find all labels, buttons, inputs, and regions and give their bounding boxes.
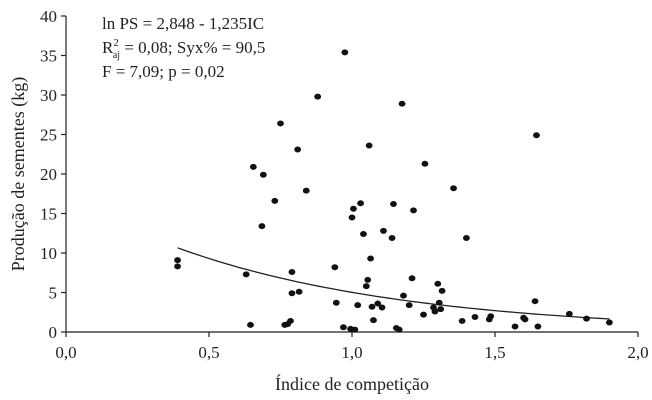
data-point-67 bbox=[565, 310, 573, 317]
data-point-6 bbox=[259, 171, 267, 178]
y-tick-label: 5 bbox=[49, 284, 58, 303]
x-ticks: 0,0 0,5 1,0 1,5 2,0 bbox=[55, 332, 649, 362]
data-point-43 bbox=[400, 292, 407, 299]
data-point-64 bbox=[531, 298, 539, 305]
data-point-15 bbox=[295, 288, 303, 295]
data-point-0 bbox=[174, 257, 181, 264]
data-point-44 bbox=[405, 302, 413, 309]
data-point-52 bbox=[435, 299, 443, 306]
data-point-55 bbox=[450, 185, 457, 192]
data-point-48 bbox=[421, 160, 429, 167]
data-points bbox=[174, 49, 613, 333]
data-point-42 bbox=[398, 100, 406, 107]
data-point-35 bbox=[374, 300, 382, 307]
data-point-50 bbox=[431, 308, 439, 315]
data-point-45 bbox=[408, 275, 416, 282]
data-point-37 bbox=[380, 227, 387, 234]
data-point-32 bbox=[367, 255, 374, 262]
y-tick-label: 15 bbox=[40, 205, 57, 224]
x-tick-label: 0,5 bbox=[198, 343, 219, 362]
data-point-21 bbox=[341, 49, 349, 56]
data-point-36 bbox=[378, 304, 386, 311]
data-point-28 bbox=[360, 231, 367, 238]
data-point-63 bbox=[521, 316, 529, 323]
equation-line: ln PS = 2,848 - 1,235IC bbox=[102, 14, 264, 33]
data-point-19 bbox=[332, 299, 340, 306]
f-test-line: F = 7,09; p = 0,02 bbox=[102, 62, 225, 81]
data-point-4 bbox=[249, 163, 257, 170]
x-tick-label: 1,5 bbox=[484, 343, 505, 362]
fit-stats-rest: = 0,08; Syx% = 90,5 bbox=[120, 38, 265, 57]
y-tick-label: 25 bbox=[40, 126, 57, 145]
data-point-5 bbox=[258, 223, 266, 230]
data-point-23 bbox=[348, 214, 356, 221]
data-point-20 bbox=[340, 324, 347, 331]
data-point-39 bbox=[390, 201, 397, 208]
data-point-7 bbox=[271, 197, 279, 204]
data-point-38 bbox=[388, 234, 396, 241]
x-tick-label: 2,0 bbox=[627, 343, 648, 362]
data-point-46 bbox=[410, 207, 417, 214]
data-point-14 bbox=[294, 146, 302, 153]
data-point-26 bbox=[354, 302, 362, 309]
data-point-3 bbox=[247, 321, 254, 328]
y-tick-label: 0 bbox=[49, 323, 58, 342]
x-tick-label: 0,0 bbox=[55, 343, 76, 362]
data-point-27 bbox=[357, 200, 364, 207]
data-point-17 bbox=[314, 93, 322, 100]
data-point-33 bbox=[368, 303, 376, 310]
data-point-2 bbox=[242, 271, 250, 278]
data-point-57 bbox=[463, 234, 470, 241]
data-point-30 bbox=[364, 276, 372, 283]
data-point-65 bbox=[533, 132, 540, 139]
data-point-47 bbox=[420, 311, 427, 318]
data-point-56 bbox=[458, 317, 466, 324]
data-point-61 bbox=[511, 323, 519, 330]
data-point-24 bbox=[350, 205, 357, 212]
r-symbol: R bbox=[102, 38, 114, 57]
fit-stats-line: R2 aj = 0,08; Syx% = 90,5 bbox=[102, 37, 265, 61]
r-superscript: 2 bbox=[113, 37, 119, 49]
data-point-16 bbox=[302, 187, 310, 194]
x-axis-label: Índice de competição bbox=[275, 373, 429, 394]
data-point-53 bbox=[437, 306, 445, 313]
data-point-31 bbox=[365, 142, 373, 149]
y-tick-label: 40 bbox=[40, 7, 57, 26]
fit-curve bbox=[177, 247, 610, 320]
data-point-60 bbox=[487, 313, 495, 320]
data-point-69 bbox=[606, 319, 613, 326]
y-tick-label: 20 bbox=[40, 165, 57, 184]
data-point-12 bbox=[288, 268, 296, 275]
y-tick-label: 10 bbox=[40, 244, 57, 263]
regression-annotation: ln PS = 2,848 - 1,235IC R2 aj = 0,08; Syx… bbox=[102, 14, 265, 81]
data-point-54 bbox=[438, 287, 446, 294]
x-tick-label: 1,0 bbox=[341, 343, 362, 362]
data-point-66 bbox=[534, 323, 542, 330]
data-point-51 bbox=[434, 280, 442, 287]
data-point-11 bbox=[287, 317, 294, 324]
y-tick-label: 30 bbox=[40, 86, 57, 105]
y-axis-label: Produção de sementes (kg) bbox=[8, 77, 29, 271]
data-point-68 bbox=[583, 315, 590, 322]
fit-curve-group bbox=[177, 247, 610, 320]
y-ticks: 0 5 10 15 20 25 30 35 40 bbox=[40, 7, 66, 342]
y-tick-label: 35 bbox=[40, 47, 57, 66]
data-point-41 bbox=[395, 326, 403, 333]
data-point-13 bbox=[288, 290, 296, 297]
data-point-18 bbox=[331, 264, 339, 271]
data-point-58 bbox=[471, 313, 479, 320]
data-point-8 bbox=[277, 120, 284, 127]
data-point-1 bbox=[174, 263, 181, 270]
data-point-25 bbox=[351, 326, 359, 333]
data-point-29 bbox=[362, 283, 370, 290]
r-subscript: aj bbox=[113, 50, 120, 61]
data-point-34 bbox=[370, 317, 377, 324]
